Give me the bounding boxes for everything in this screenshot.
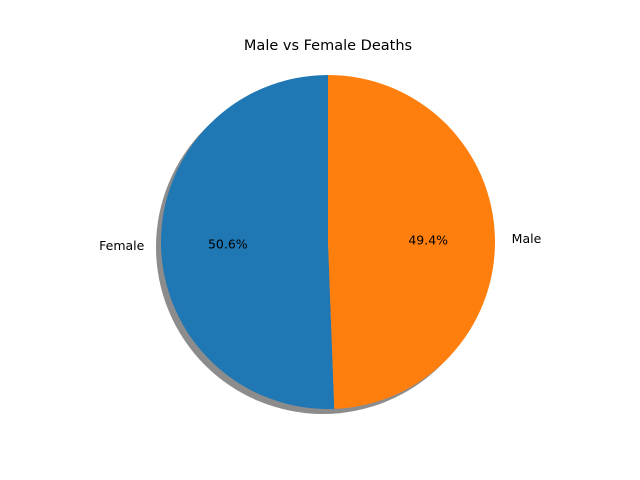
pie-slices — [161, 75, 496, 409]
slice-label-female: Female — [99, 238, 145, 253]
pie-slice-female — [161, 75, 335, 409]
chart-title: Male vs Female Deaths — [244, 38, 412, 54]
pct-label-male: 49.4% — [408, 233, 448, 248]
pie-labels: Female 50.6% Male 49.4% — [99, 231, 541, 253]
slice-label-male: Male — [512, 231, 542, 246]
pct-label-female: 50.6% — [208, 236, 248, 251]
pie-slice-male — [328, 75, 496, 409]
